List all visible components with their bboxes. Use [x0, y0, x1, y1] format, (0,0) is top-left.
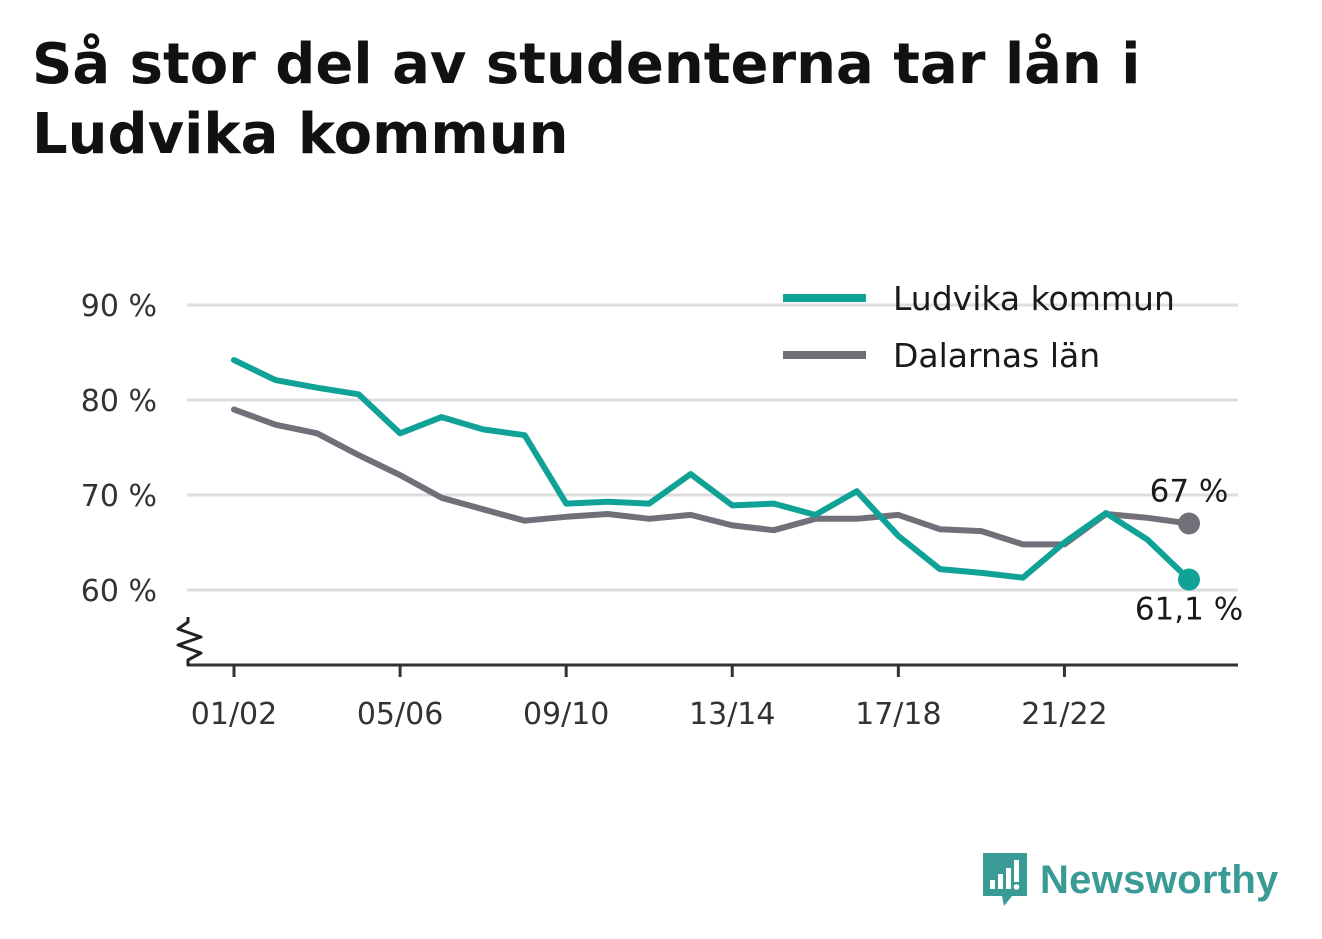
- x-axis: 01/02 05/06 09/10 13/14 17/18 21/22: [176, 617, 1238, 732]
- x-tick-label: 21/22: [1021, 697, 1107, 732]
- x-tick-label: 17/18: [855, 697, 941, 732]
- x-tick-label: 01/02: [191, 697, 277, 732]
- y-tick-label: 60 %: [81, 574, 157, 609]
- y-tick-label: 80 %: [81, 384, 157, 419]
- grid-lines: [187, 303, 1238, 592]
- x-tick-label: 13/14: [689, 697, 775, 732]
- x-tick-label: 09/10: [523, 697, 609, 732]
- end-label-ludvika-kommun: 61,1 %: [1135, 592, 1243, 628]
- newsworthy-brand: Newsworthy: [980, 850, 1279, 910]
- y-tick-label: 90 %: [81, 289, 157, 324]
- end-label-dalarnas-l-n: 67 %: [1150, 474, 1229, 510]
- legend: Ludvika kommun Dalarnas län: [783, 279, 1175, 375]
- series-line-dalarnas-l-n: [231, 406, 1192, 548]
- series-line-ludvika-kommun: [231, 357, 1192, 583]
- y-axis-ticks: 90 % 80 % 70 % 60 %: [81, 289, 157, 609]
- chart-title: Så stor del av studenterna tar lån i Lud…: [32, 32, 1141, 167]
- series-lines: [231, 357, 1200, 591]
- x-tick-label: 05/06: [357, 697, 443, 732]
- legend-label: Ludvika kommun: [893, 279, 1175, 318]
- bar-chart-speech-bubble-icon: [983, 853, 1027, 906]
- axis-break-icon: [176, 617, 203, 666]
- end-point-ludvika-kommun: [1178, 568, 1200, 591]
- y-tick-label: 70 %: [81, 479, 157, 514]
- end-point-dalarnas-l-n: [1178, 512, 1200, 535]
- legend-label: Dalarnas län: [893, 336, 1100, 375]
- end-labels: 61,1 % 67 %: [1135, 474, 1243, 628]
- brand-name: Newsworthy: [1040, 857, 1279, 902]
